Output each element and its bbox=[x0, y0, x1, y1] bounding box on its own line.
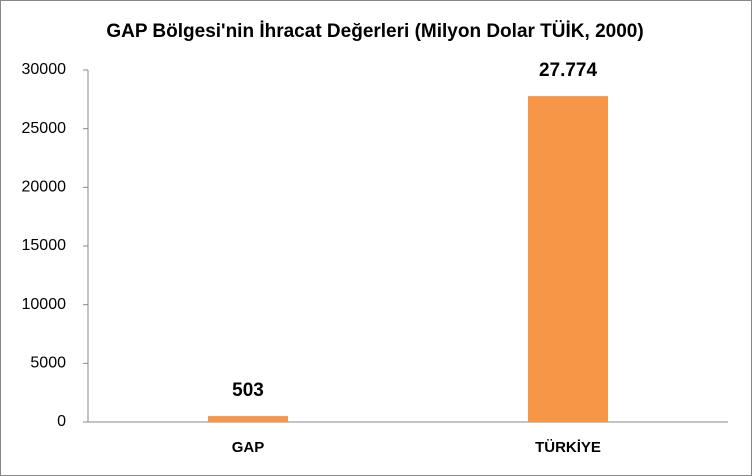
x-tick-label: GAP bbox=[232, 439, 265, 456]
y-tick-label: 15000 bbox=[22, 237, 67, 254]
y-tick-label: 20000 bbox=[22, 179, 67, 196]
y-tick-label: 30000 bbox=[22, 61, 67, 78]
chart-title: GAP Bölgesi'nin İhracat Değerleri (Milyo… bbox=[106, 21, 643, 42]
y-tick-label: 0 bbox=[57, 413, 66, 430]
y-tick-label: 5000 bbox=[30, 355, 66, 372]
bar bbox=[208, 416, 288, 422]
y-tick-label: 10000 bbox=[22, 296, 67, 313]
bar bbox=[528, 96, 608, 422]
x-tick-label: TÜRKİYE bbox=[535, 439, 601, 456]
y-tick-label: 25000 bbox=[22, 120, 67, 137]
value-label: 27.774 bbox=[539, 60, 598, 81]
value-label: 503 bbox=[232, 380, 264, 401]
